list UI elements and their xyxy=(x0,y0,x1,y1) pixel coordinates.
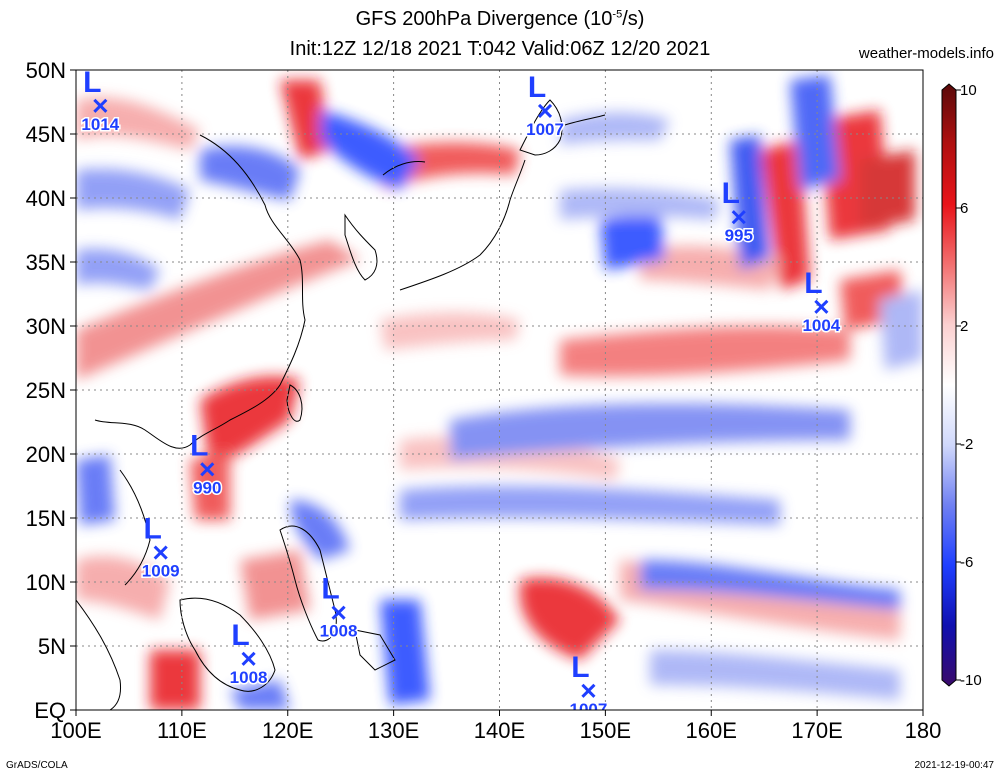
low-pressure-value: 1009 xyxy=(142,562,180,581)
low-center: L 1007 xyxy=(525,71,566,141)
y-tick-label: 20N xyxy=(26,442,66,467)
low-symbol: L xyxy=(528,71,546,104)
low-symbol: L xyxy=(83,66,101,99)
low-center-cross xyxy=(537,103,553,119)
x-tick-label: 160E xyxy=(686,718,737,743)
colorbar-tick-label: -2 xyxy=(960,436,973,453)
low-center-cross xyxy=(331,605,346,620)
y-axis-labels: EQ 5N 10N 15N 20N 25N 30N 35N 40N 45N 50N xyxy=(26,58,66,723)
low-symbol: L xyxy=(321,573,339,606)
low-center: L 990 xyxy=(190,429,223,499)
x-tick-label: 180 xyxy=(905,718,942,743)
low-pressure-value: 1014 xyxy=(81,115,119,134)
low-center: L 1008 xyxy=(318,573,359,643)
y-tick-label: 50N xyxy=(26,58,66,83)
low-pressure-value: 990 xyxy=(193,478,221,497)
footer-credit: GrADS/COLA xyxy=(6,760,68,771)
low-center: L 1004 xyxy=(801,267,842,337)
axis-ticks xyxy=(70,69,924,716)
chart-subtitle: Init:12Z 12/18 2021 T:042 Valid:06Z 12/2… xyxy=(289,38,711,60)
low-symbol: L xyxy=(231,619,249,652)
title-exponent: -5 xyxy=(612,8,623,21)
grid xyxy=(76,70,923,710)
low-symbol: L xyxy=(571,651,589,684)
y-tick-label: 30N xyxy=(26,314,66,339)
y-tick-label: 25N xyxy=(26,378,66,403)
low-symbol: L xyxy=(190,429,208,462)
x-tick-label: 110E xyxy=(157,718,207,743)
low-center-cross xyxy=(153,545,168,560)
low-symbol: L xyxy=(144,513,162,546)
y-tick-label: 15N xyxy=(26,506,66,531)
divergence-field: L 1014 L 1007 L 995 L 1004 L 990 L 1009 L 1008 L 1008 L 1… xyxy=(76,66,923,719)
low-center-cross xyxy=(93,98,108,113)
y-tick-label: EQ xyxy=(34,698,66,723)
low-center: L 1007 xyxy=(568,651,609,719)
site-watermark: weather-models.info xyxy=(858,45,994,62)
colorbar-tick-label: -6 xyxy=(960,554,973,571)
title-unit: /s) xyxy=(622,8,645,30)
x-tick-label: 150E xyxy=(580,718,631,743)
low-symbol: L xyxy=(722,177,740,210)
x-axis-labels: 100E 110E 120E 130E 140E 150E 160E 170E 180 xyxy=(50,718,941,743)
y-tick-label: 35N xyxy=(26,250,66,275)
low-pressure-value: 1004 xyxy=(802,316,840,335)
x-tick-label: 130E xyxy=(368,718,419,743)
low-center: L 1014 xyxy=(80,66,121,135)
y-tick-label: 45N xyxy=(26,122,66,147)
low-pressure-value: 995 xyxy=(725,226,753,245)
low-pressure-value: 1008 xyxy=(320,622,358,641)
colorbar-tick-label: 10 xyxy=(960,82,977,99)
chart-title: GFS 200hPa Divergence (10-5/s) xyxy=(0,8,1000,31)
low-center: L 995 xyxy=(722,177,755,247)
low-center-cross xyxy=(581,683,596,698)
y-tick-label: 5N xyxy=(38,634,66,659)
x-tick-label: 170E xyxy=(791,718,842,743)
colorbar-labels: 10 6 2 -2 -6 -10 xyxy=(956,82,982,689)
x-tick-label: 140E xyxy=(474,718,525,743)
colorbar-tick-label: 6 xyxy=(960,200,968,217)
low-center-cross xyxy=(731,210,746,225)
colorbar: 10 6 2 -2 -6 -10 xyxy=(941,82,982,689)
colorbar-scale xyxy=(941,83,957,687)
low-center-cross xyxy=(814,299,829,314)
footer-timestamp: 2021-12-19-00:47 xyxy=(914,760,994,771)
y-tick-label: 40N xyxy=(26,186,66,211)
low-center: L 1009 xyxy=(140,513,181,583)
low-pressure-value: 1008 xyxy=(230,668,268,687)
x-tick-label: 100E xyxy=(50,718,101,743)
low-center: L 1008 xyxy=(228,619,269,689)
low-center-cross xyxy=(200,462,215,477)
coastlines xyxy=(76,99,606,710)
colorbar-tick-label: -10 xyxy=(960,672,982,689)
colorbar-tick-label: 2 xyxy=(960,318,968,335)
low-pressure-markers: L 1014 L 1007 L 995 L 1004 L 990 L 1009 L 1008 L 1008 L 1… xyxy=(80,66,842,719)
low-symbol: L xyxy=(804,267,822,300)
low-pressure-value: 1007 xyxy=(526,120,564,139)
low-center-cross xyxy=(241,651,256,666)
x-tick-label: 120E xyxy=(262,718,313,743)
title-text: GFS 200hPa Divergence (10 xyxy=(355,8,613,30)
y-tick-label: 10N xyxy=(26,570,66,595)
low-pressure-value: 1007 xyxy=(570,700,608,719)
